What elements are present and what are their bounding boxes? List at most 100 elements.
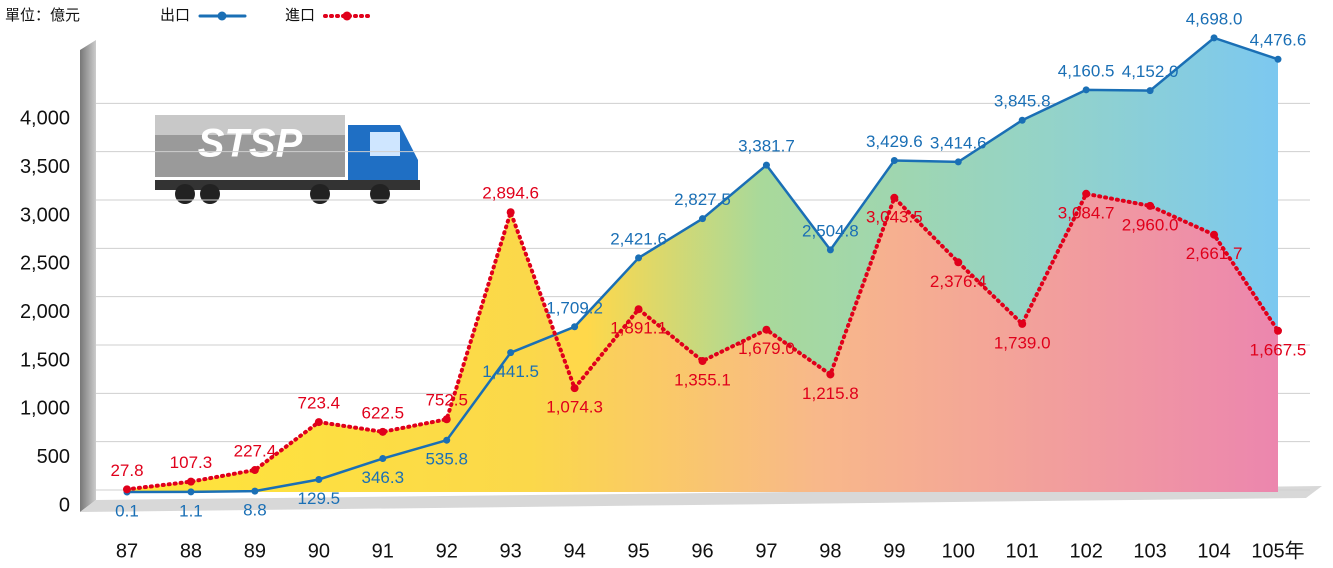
value-label: 3,084.7: [1058, 203, 1115, 222]
data-point: [1274, 327, 1282, 335]
value-label: 8.8: [243, 501, 267, 520]
value-label: 1,215.8: [802, 384, 859, 403]
value-label: 3,381.7: [738, 137, 795, 156]
wheel: [200, 184, 220, 204]
chart: 單位：億元 STSP 05001,0001,5002,0002,5003,000…: [0, 0, 1333, 568]
axis-wall: [80, 40, 96, 512]
y-tick-label: 500: [37, 446, 70, 468]
value-label: 4,476.6: [1250, 31, 1307, 50]
value-label: 1,891.1: [610, 319, 667, 338]
y-tick-label: 3,000: [20, 204, 70, 226]
data-point: [954, 258, 962, 266]
data-point: [1147, 87, 1154, 94]
y-tick-label: 0: [59, 494, 70, 516]
value-label: 4,160.5: [1058, 61, 1115, 80]
value-label: 2,960.0: [1122, 215, 1179, 234]
data-point: [1275, 56, 1282, 63]
x-tick-label: 102: [1069, 540, 1102, 562]
data-point: [699, 357, 707, 365]
x-tick-label: 103: [1133, 540, 1166, 562]
data-point: [890, 194, 898, 202]
x-tick-label: 105年: [1251, 539, 1304, 562]
data-point: [635, 254, 642, 261]
data-point: [1083, 86, 1090, 93]
x-tick-label: 94: [563, 540, 585, 562]
wheel: [175, 184, 195, 204]
value-label: 723.4: [298, 394, 341, 413]
data-point: [251, 466, 259, 474]
x-tick-label: 92: [436, 540, 458, 562]
wheel: [370, 184, 390, 204]
data-point: [251, 488, 258, 495]
y-tick-label: 2,000: [20, 301, 70, 323]
x-tick-label: 100: [942, 540, 975, 562]
value-label: 3,043.5: [866, 207, 923, 226]
value-label: 129.5: [298, 489, 341, 508]
data-point: [443, 437, 450, 444]
x-tick-label: 93: [500, 540, 522, 562]
value-label: 1.1: [179, 501, 203, 520]
data-point: [1146, 202, 1154, 210]
value-label: 622.5: [362, 403, 405, 422]
value-label: 4,152.0: [1122, 62, 1179, 81]
value-label: 3,429.6: [866, 132, 923, 151]
value-label: 1,441.5: [482, 362, 539, 381]
y-tick-label: 1,000: [20, 398, 70, 420]
data-point: [571, 323, 578, 330]
y-tick-label: 3,500: [20, 156, 70, 178]
value-label: 4,698.0: [1186, 9, 1243, 28]
data-point: [1210, 231, 1218, 239]
x-tick-label: 91: [372, 540, 394, 562]
y-tick-label: 4,000: [20, 108, 70, 130]
x-tick-label: 90: [308, 540, 330, 562]
data-point: [187, 478, 195, 486]
value-label: 3,414.6: [930, 133, 987, 152]
value-label: 1,074.3: [546, 398, 603, 417]
data-point: [762, 326, 770, 334]
value-label: 2,504.8: [802, 221, 859, 240]
x-tick-label: 95: [627, 540, 649, 562]
legend-label: 進口: [285, 7, 315, 24]
truck-window: [370, 132, 400, 156]
value-label: 2,376.4: [930, 272, 987, 291]
x-tick-label: 89: [244, 540, 266, 562]
value-label: 1,355.1: [674, 370, 731, 389]
value-label: 1,709.2: [546, 298, 603, 317]
legend-dot: [343, 12, 352, 21]
data-point: [1019, 117, 1026, 124]
data-point: [827, 246, 834, 253]
data-point: [123, 485, 131, 493]
legend-dot: [218, 12, 227, 21]
x-tick-label: 97: [755, 540, 777, 562]
x-tick-label: 88: [180, 540, 202, 562]
value-label: 535.8: [425, 450, 468, 469]
data-point: [315, 476, 322, 483]
data-point: [1211, 34, 1218, 41]
value-label: 1,667.5: [1250, 340, 1307, 359]
wheel: [310, 184, 330, 204]
data-point: [315, 418, 323, 426]
unit-label: 單位：億元: [5, 7, 80, 24]
data-point: [507, 208, 515, 216]
value-label: 346.3: [362, 468, 405, 487]
legend-label: 出口: [160, 7, 190, 24]
data-point: [635, 305, 643, 313]
data-point: [699, 215, 706, 222]
data-point: [1018, 320, 1026, 328]
data-point: [379, 428, 387, 436]
data-point: [187, 488, 194, 495]
x-tick-label: 98: [819, 540, 841, 562]
data-point: [763, 162, 770, 169]
value-label: 2,827.5: [674, 190, 731, 209]
logo-text: STSP: [198, 122, 303, 166]
value-label: 1,679.0: [738, 339, 795, 358]
x-tick-label: 101: [1006, 540, 1039, 562]
x-tick-label: 96: [691, 540, 713, 562]
value-label: 0.1: [115, 501, 139, 520]
data-point: [891, 157, 898, 164]
data-point: [443, 415, 451, 423]
value-label: 3,845.8: [994, 92, 1051, 111]
value-label: 1,739.0: [994, 333, 1051, 352]
data-point: [955, 158, 962, 165]
value-label: 27.8: [110, 461, 143, 480]
